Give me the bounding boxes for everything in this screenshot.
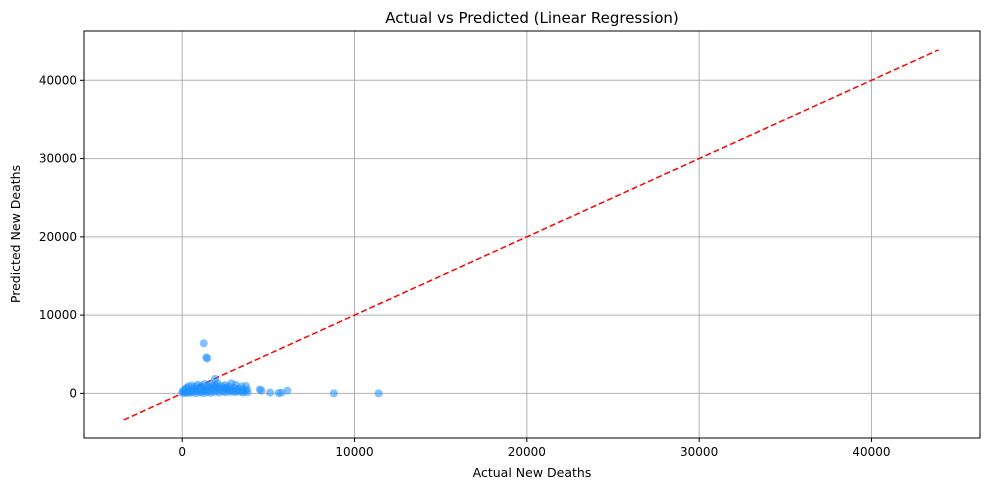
scatter-point [199, 339, 208, 348]
reference-line [123, 49, 939, 421]
plot-frame [83, 30, 981, 439]
y-tick-label: 40000 [39, 73, 77, 87]
reference-line-layer [123, 49, 939, 421]
y-tick-label: 10000 [39, 308, 77, 322]
scatter-point [243, 388, 252, 397]
scatter-point [374, 389, 383, 398]
x-tick-label: 40000 [852, 445, 890, 459]
x-tick-label: 10000 [335, 445, 373, 459]
y-ticks: 0 10000 20000 30000 40000 [39, 73, 84, 400]
x-axis-title: Actual New Deaths [473, 465, 592, 480]
scatter-point [203, 354, 212, 363]
y-axis-title: Predicted New Deaths [8, 165, 23, 303]
y-tick-label: 20000 [39, 230, 77, 244]
chart-title: Actual vs Predicted (Linear Regression) [385, 9, 679, 27]
x-tick-label: 30000 [680, 445, 718, 459]
y-tick-label: 0 [69, 386, 77, 400]
scatter-point [283, 386, 292, 395]
x-ticks: 0 10000 20000 30000 40000 [178, 438, 891, 459]
scatter-point [329, 389, 338, 398]
data-points [178, 339, 383, 398]
scatter-point [277, 388, 286, 397]
x-tick-label: 20000 [508, 445, 546, 459]
scatter-point [266, 388, 275, 397]
x-tick-label: 0 [178, 445, 186, 459]
y-tick-label: 30000 [39, 152, 77, 166]
scatter-point [257, 386, 266, 395]
